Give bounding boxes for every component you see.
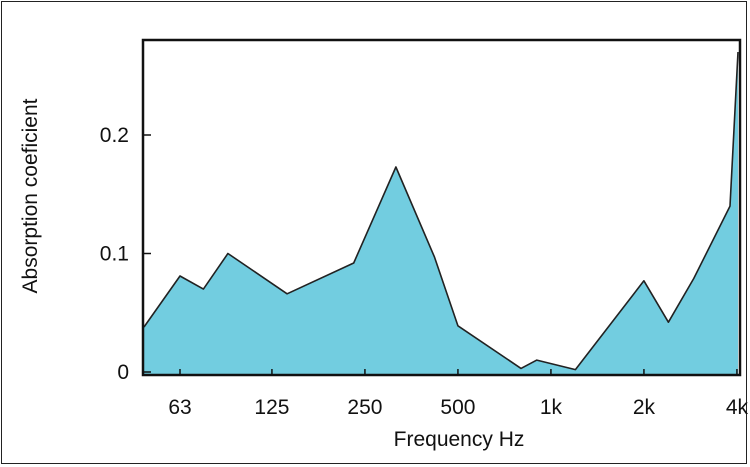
y-axis-label: Absorption coeficient xyxy=(19,98,42,293)
x-tick-label: 125 xyxy=(254,396,289,419)
area-layer xyxy=(143,51,739,375)
series-area xyxy=(144,52,738,375)
y-tick-label: 0.2 xyxy=(100,124,129,147)
x-tick-label: 250 xyxy=(347,396,382,419)
y-tick-label: 0.1 xyxy=(100,243,129,266)
x-tick-label: 500 xyxy=(440,396,475,419)
y-ticks: 0 0.1 0.2 xyxy=(100,124,151,384)
x-tick-label: 1k xyxy=(540,396,563,419)
x-axis-label: Frequency Hz xyxy=(394,428,525,451)
series-line xyxy=(143,51,739,371)
y-tick-label: 0 xyxy=(117,361,129,384)
plot-border xyxy=(141,38,742,377)
x-tick-label: 2k xyxy=(633,396,656,419)
x-tick-label: 63 xyxy=(168,396,191,419)
x-tick-label: 4k xyxy=(726,396,749,419)
x-ticks: 63 125 250 500 1k 2k 4k xyxy=(168,369,749,419)
